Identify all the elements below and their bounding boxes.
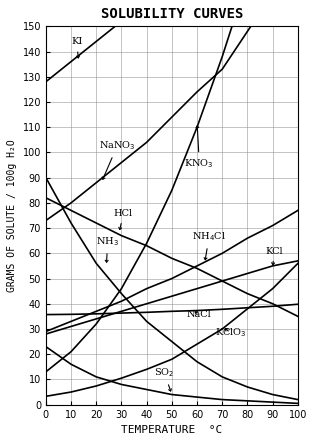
Y-axis label: GRAMS OF SOLUTE / 100g H₂O: GRAMS OF SOLUTE / 100g H₂O — [7, 139, 17, 292]
X-axis label: TEMPERATURE  °C: TEMPERATURE °C — [121, 425, 223, 435]
Text: KClO$_3$: KClO$_3$ — [215, 326, 246, 339]
Title: SOLUBILITY CURVES: SOLUBILITY CURVES — [101, 7, 243, 21]
Text: NaNO$_3$: NaNO$_3$ — [99, 140, 136, 179]
Text: HCl: HCl — [114, 209, 133, 229]
Text: NH$_4$Cl: NH$_4$Cl — [192, 230, 226, 260]
Text: KNO$_3$: KNO$_3$ — [184, 126, 214, 170]
Text: KI: KI — [71, 38, 83, 58]
Text: KCl: KCl — [265, 247, 283, 265]
Text: SO$_2$: SO$_2$ — [154, 366, 175, 391]
Text: NaCl: NaCl — [187, 310, 212, 319]
Text: NH$_3$: NH$_3$ — [96, 236, 119, 262]
